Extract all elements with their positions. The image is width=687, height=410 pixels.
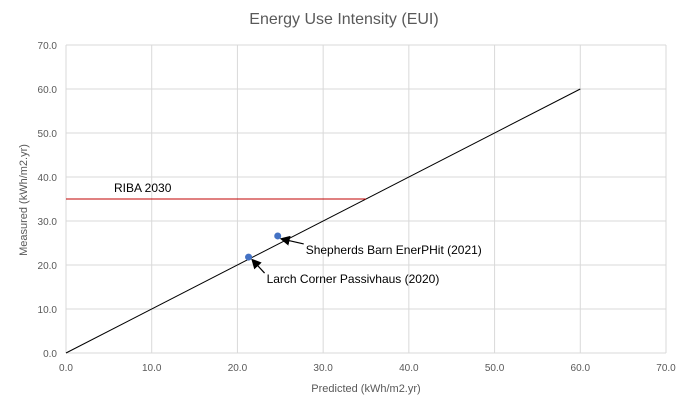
x-tick-label: 40.0 [399, 363, 419, 374]
x-tick-label: 60.0 [571, 363, 591, 374]
tick-labels: 0.0 10.0 20.0 30.0 40.0 50.0 60.0 70.0 0.0 10.0 20… [38, 41, 677, 374]
annotation-label: Shepherds Barn EnerPHit (2021) [306, 243, 482, 257]
y-tick-label: 0.0 [43, 349, 57, 360]
annotation-arrow [251, 258, 266, 274]
gridlines [65, 44, 667, 354]
data-point [274, 232, 282, 240]
y-axis-label: Measured (kWh/m2.yr) [18, 144, 30, 256]
y-tick-label: 70.0 [38, 41, 58, 52]
y-tick-label: 50.0 [38, 129, 58, 140]
y-tick-label: 60.0 [38, 85, 58, 96]
y-tick-label: 20.0 [38, 261, 58, 272]
annotation-arrow [279, 235, 304, 246]
x-tick-label: 70.0 [656, 363, 676, 374]
identity-line [65, 88, 581, 354]
x-tick-label: 50.0 [485, 363, 505, 374]
y-tick-label: 30.0 [38, 217, 58, 228]
x-tick-label: 0.0 [59, 363, 73, 374]
x-tick-label: 30.0 [313, 363, 333, 374]
data-point [245, 253, 253, 261]
reference-lines: RIBA 2030 [65, 88, 581, 354]
riba-2030-label: RIBA 2030 [114, 181, 172, 195]
x-tick-label: 20.0 [228, 363, 248, 374]
y-tick-label: 10.0 [38, 305, 58, 316]
annotations: Shepherds Barn EnerPHit (2021) Larch Corn… [251, 235, 482, 286]
y-tick-label: 40.0 [38, 173, 58, 184]
chart-title: Energy Use Intensity (EUI) [249, 11, 438, 28]
annotation-label: Larch Corner Passivhaus (2020) [267, 272, 440, 286]
data-points [245, 232, 282, 261]
x-axis-label: Predicted (kWh/m2.yr) [311, 383, 420, 395]
x-tick-label: 10.0 [142, 363, 162, 374]
